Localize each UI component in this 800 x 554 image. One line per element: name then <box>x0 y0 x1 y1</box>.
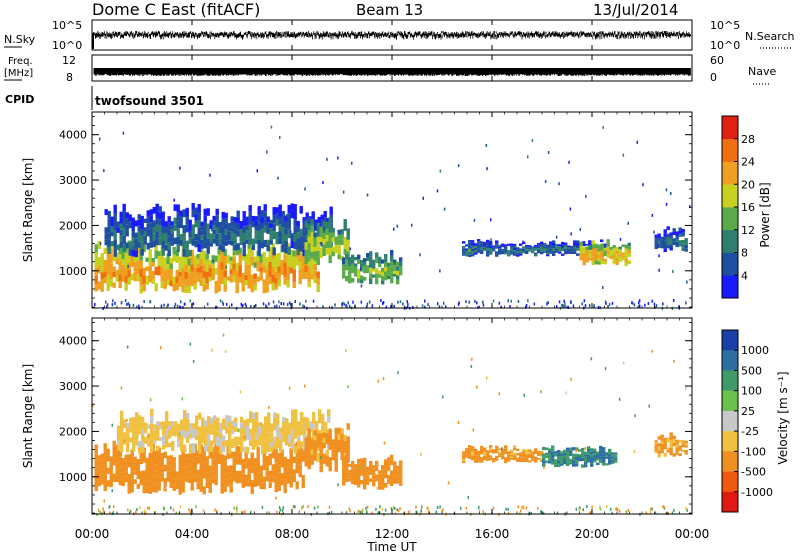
velocity-colorbar-tick-label: -500 <box>741 466 766 479</box>
y-tick-label: 3000 <box>59 380 87 393</box>
velocity-colorbar-swatch <box>722 390 738 412</box>
power-colorbar-swatch <box>722 229 738 253</box>
power-colorbar-swatch <box>722 138 738 162</box>
x-tick-label: 00:00 <box>675 527 710 541</box>
velocity-ylabel: Slant Range [km] <box>21 364 35 468</box>
power-region <box>654 226 688 252</box>
y-tick-label: 3000 <box>59 174 87 187</box>
power-ylabel: Slant Range [km] <box>21 158 35 262</box>
freq-tick-low: 8 <box>66 71 73 84</box>
velocity-data <box>92 333 688 516</box>
x-tick-label: 12:00 <box>375 527 410 541</box>
velocity-colorbar-swatch <box>722 431 738 452</box>
nsearch-tick-high: 10^5 <box>710 19 740 32</box>
power-colorbar-tick-label: 12 <box>741 224 755 237</box>
cpid-label: CPID <box>5 93 34 106</box>
nave-label: Nave <box>748 65 776 78</box>
x-tick-label: 20:00 <box>575 527 610 541</box>
nsky-label: N.Sky <box>4 33 36 46</box>
velocity-colorbar-tick-label: -100 <box>741 445 766 458</box>
x-tick-label: 16:00 <box>475 527 510 541</box>
vel-region <box>342 454 403 490</box>
power-region <box>342 249 403 285</box>
power-colorbar-tick-label: 28 <box>741 133 755 146</box>
power-colorbar-swatch <box>722 184 738 208</box>
velocity-colorbar-swatch <box>722 451 738 472</box>
velocity-colorbar-swatch <box>722 410 738 432</box>
power-colorbar: 4 8 12 16 20 24 28 <box>721 115 755 299</box>
power-region <box>104 203 333 258</box>
velocity-colorbar-swatch <box>722 491 738 513</box>
power-panel: 1000 2000 3000 4000 Slant Range [km] <box>21 111 693 310</box>
nsky-tick-high: 10^5 <box>52 19 82 32</box>
velocity-colorbar-swatch <box>722 350 738 371</box>
velocity-colorbar-tick-label: 1000 <box>741 344 769 357</box>
vel-region <box>542 445 618 468</box>
freq-unit: [MHz] <box>4 68 33 79</box>
velocity-colorbar-swatch <box>722 330 738 351</box>
velocity-colorbar-label: Velocity [m s⁻¹] <box>776 371 790 464</box>
y-tick-label: 1000 <box>59 471 87 484</box>
velocity-colorbar-tick-label: 100 <box>741 385 762 398</box>
velocity-colorbar-tick-label: 500 <box>741 364 762 377</box>
vel-region <box>462 445 544 464</box>
x-axis: 00:00 04:00 08:00 12:00 16:00 20:00 00:00 <box>75 20 710 541</box>
velocity-colorbar-tick-label: 25 <box>741 405 755 418</box>
velocity-yticks: 1000 2000 3000 4000 <box>59 322 692 514</box>
freq-strip: Freq. [MHz] 12 8 60 0 Nave <box>4 54 776 85</box>
y-tick-label: 4000 <box>59 335 87 348</box>
y-tick-label: 1000 <box>59 265 87 278</box>
power-colorbar-tick-label: 8 <box>741 247 748 260</box>
power-colorbar-label: Power [dB] <box>758 182 772 247</box>
beam-title: Beam 13 <box>356 1 423 19</box>
x-tick-label: 08:00 <box>275 527 310 541</box>
power-colorbar-tick-label: 24 <box>741 156 755 169</box>
x-tick-label: 00:00 <box>75 527 110 541</box>
date-title: 13/Jul/2014 <box>593 1 678 19</box>
power-colorbar-swatch <box>722 207 738 231</box>
power-data <box>94 125 691 310</box>
freq-trace <box>93 68 691 76</box>
power-region <box>579 239 631 267</box>
power-region <box>94 239 320 294</box>
nsky-trace <box>92 31 691 49</box>
nsky-strip: N.Sky 10^5 10^0 10^5 10^0 N.Search <box>4 19 795 52</box>
velocity-colorbar-tick-label: -1000 <box>741 486 773 499</box>
vel-region <box>654 432 688 458</box>
station-title: Dome C East (fitACF) <box>92 0 260 19</box>
power-colorbar-tick-label: 20 <box>741 178 755 191</box>
power-colorbar-tick-label: 16 <box>741 201 755 214</box>
power-region <box>304 217 350 265</box>
power-colorbar-swatch <box>722 116 738 140</box>
nave-tick-high: 60 <box>710 54 724 67</box>
velocity-colorbar: 1000 500 100 25 -25 -100 -500 -1000 <box>721 329 773 513</box>
power-colorbar-swatch <box>722 252 738 276</box>
power-colorbar-swatch <box>722 161 738 185</box>
freq-label: Freq. <box>8 56 33 67</box>
velocity-panel: 1000 2000 3000 4000 Slant Range [km] <box>21 317 693 516</box>
nsky-tick-low: 10^0 <box>52 39 82 52</box>
power-yticks: 1000 2000 3000 4000 <box>59 116 692 308</box>
nave-tick-low: 0 <box>710 71 717 84</box>
velocity-colorbar-swatch <box>722 471 738 493</box>
y-tick-label: 2000 <box>59 219 87 232</box>
x-axis-label: Time UT <box>366 540 417 554</box>
velocity-colorbar-swatch <box>722 370 738 391</box>
cpid-value: twofsound 3501 <box>95 94 204 108</box>
cpid-strip: CPID twofsound 3501 <box>5 86 204 110</box>
nsearch-tick-low: 10^0 <box>710 39 740 52</box>
vel-region <box>117 408 331 454</box>
nsearch-label: N.Search <box>745 30 795 43</box>
y-tick-label: 2000 <box>59 425 87 438</box>
y-tick-label: 4000 <box>59 129 87 142</box>
power-colorbar-tick-label: 4 <box>741 269 748 282</box>
velocity-colorbar-tick-label: -25 <box>741 425 759 438</box>
x-tick-label: 04:00 <box>175 527 210 541</box>
power-colorbar-swatch <box>722 275 738 299</box>
freq-tick-high: 12 <box>62 54 76 67</box>
